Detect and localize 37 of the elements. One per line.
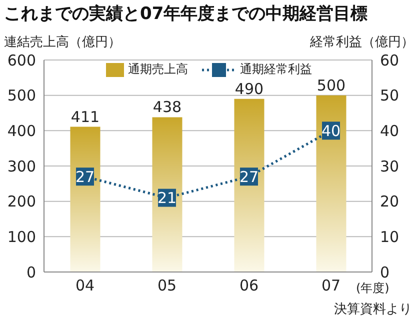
legend-label: 通期売上高	[106, 61, 188, 78]
chart-title: これまでの実績と07年年度までの中期経営目標	[4, 3, 368, 25]
y-tick-label: 500	[7, 86, 36, 105]
y2-tick-label: 50	[380, 86, 400, 105]
data-label: 500	[316, 76, 346, 94]
y2-tick-label: 40	[380, 122, 400, 140]
bar	[234, 98, 264, 272]
data-label: 40	[321, 122, 341, 140]
text: 決算資料より	[334, 301, 412, 318]
x-tick-label: 07	[321, 276, 341, 295]
y2-tick-label: 20	[380, 192, 400, 211]
data-label: 27	[239, 168, 259, 186]
y-axis-title: 連結売上高（億円）	[4, 34, 121, 51]
y2-tick-label: 0	[380, 263, 390, 282]
y2-tick-label: 60	[380, 51, 400, 70]
data-label: 438	[152, 98, 182, 116]
y-tick-label: 200	[7, 192, 36, 211]
data-label: 490	[234, 80, 264, 98]
legend-label: 通期経常利益	[202, 61, 312, 78]
x-tick-label: 04	[75, 276, 95, 295]
data-label: 27	[75, 168, 95, 186]
bar	[316, 95, 346, 272]
y-tick-label: 600	[7, 51, 36, 70]
bar	[70, 126, 100, 272]
bar	[152, 117, 182, 272]
y2-tick-label: 30	[380, 157, 400, 176]
x-tick-label: 05	[157, 276, 177, 295]
y-tick-label: 400	[7, 122, 36, 140]
x-tick-label: 06	[239, 276, 259, 295]
y2-axis-title: 経常利益（億円）	[310, 34, 414, 51]
text: (年度)	[356, 280, 390, 297]
y2-tick-label: 10	[380, 228, 400, 246]
data-label: 21	[157, 189, 177, 208]
y-tick-label: 100	[7, 228, 36, 246]
y-tick-label: 0	[26, 263, 36, 282]
data-label: 411	[70, 108, 100, 126]
y-tick-label: 300	[7, 157, 36, 176]
